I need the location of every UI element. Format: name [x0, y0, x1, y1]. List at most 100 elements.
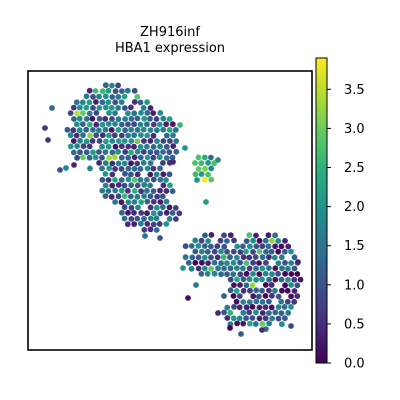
- spot-point: [109, 94, 115, 100]
- spot-point: [148, 205, 154, 211]
- spot-point: [96, 160, 102, 166]
- spot-point: [234, 299, 240, 305]
- spot-point: [103, 183, 109, 189]
- spot-point: [151, 188, 157, 194]
- spot-point: [218, 260, 224, 266]
- spot-point: [257, 238, 263, 244]
- spot-point: [106, 88, 112, 94]
- spot-point: [147, 183, 153, 189]
- spot-point: [109, 161, 115, 167]
- spot-point: [186, 260, 192, 266]
- spot-point: [163, 221, 169, 227]
- spot-point: [173, 216, 179, 222]
- spot-point: [164, 188, 170, 194]
- spot-point: [112, 166, 118, 172]
- spot-point: [253, 299, 259, 305]
- spot-point: [227, 310, 233, 316]
- spot-point: [288, 249, 294, 255]
- spot-point: [113, 88, 119, 94]
- spot-point: [282, 249, 288, 255]
- spot-point: [238, 331, 244, 337]
- colorbar-tick-label: 1.0: [344, 278, 365, 293]
- spot-point: [228, 265, 234, 271]
- spot-point: [103, 160, 109, 166]
- spot-point: [106, 121, 112, 127]
- spot-point: [282, 315, 288, 321]
- spot-point: [84, 149, 90, 155]
- spot-point: [77, 116, 83, 122]
- spot-point: [221, 310, 227, 316]
- spot-point: [183, 254, 189, 260]
- spot-point: [131, 144, 137, 150]
- spot-point: [116, 127, 122, 133]
- spot-point: [170, 188, 176, 194]
- spot-point: [285, 266, 291, 272]
- spot-point: [147, 172, 153, 178]
- spot-point: [173, 138, 179, 144]
- spot-point: [83, 127, 89, 133]
- spot-point: [269, 293, 275, 299]
- spot-point: [253, 233, 259, 239]
- spot-point: [234, 255, 240, 261]
- spot-point: [138, 100, 144, 106]
- spot-point: [96, 149, 102, 155]
- spot-point: [116, 138, 122, 144]
- spot-point: [68, 110, 74, 116]
- spot-point: [83, 105, 89, 111]
- spot-point: [119, 188, 125, 194]
- spot-point: [272, 265, 278, 271]
- spot-point: [125, 188, 131, 194]
- spot-point: [288, 260, 294, 266]
- spot-point: [228, 232, 234, 238]
- spot-point: [106, 177, 112, 183]
- spot-point: [257, 249, 263, 255]
- spot-point: [205, 172, 211, 178]
- spot-point: [256, 271, 262, 277]
- spot-point: [170, 132, 176, 138]
- spot-point: [196, 243, 202, 249]
- spot-point: [125, 88, 131, 94]
- spot-point: [214, 243, 220, 249]
- spot-point: [154, 172, 160, 178]
- spot-point: [65, 127, 71, 133]
- spot-point: [71, 138, 77, 144]
- spot-point: [119, 88, 125, 94]
- spot-point: [80, 110, 86, 116]
- spot-point: [269, 271, 275, 277]
- spot-point: [231, 315, 237, 321]
- spot-point: [224, 305, 230, 311]
- spot-point: [173, 127, 179, 133]
- spot-point: [170, 210, 176, 216]
- spot-point: [189, 266, 195, 272]
- spot-point: [202, 166, 208, 172]
- spot-point: [253, 310, 259, 316]
- spot-point: [253, 254, 259, 260]
- spot-point: [99, 155, 105, 161]
- spot-point: [192, 249, 198, 255]
- spot-point: [148, 127, 154, 133]
- spot-point: [112, 110, 118, 116]
- spot-point: [138, 166, 144, 172]
- spot-point: [263, 282, 269, 288]
- spot-point: [109, 83, 115, 89]
- spot-point: [215, 265, 221, 271]
- spot-point: [115, 83, 121, 89]
- spot-point: [112, 121, 118, 127]
- spot-point: [276, 260, 282, 266]
- spot-point: [151, 222, 157, 228]
- spot-point: [224, 238, 230, 244]
- spot-point: [205, 260, 211, 266]
- spot-point: [100, 88, 106, 94]
- spot-point: [109, 127, 115, 133]
- spot-point: [288, 323, 294, 329]
- spot-point: [81, 143, 87, 149]
- spot-point: [154, 138, 160, 144]
- spot-point: [96, 127, 102, 133]
- spot-point: [208, 177, 214, 183]
- spot-point: [212, 260, 218, 266]
- spot-point: [122, 94, 128, 100]
- spot-point: [294, 282, 300, 288]
- spot-point: [234, 277, 240, 283]
- spot-point: [103, 105, 109, 111]
- spot-point: [247, 276, 253, 282]
